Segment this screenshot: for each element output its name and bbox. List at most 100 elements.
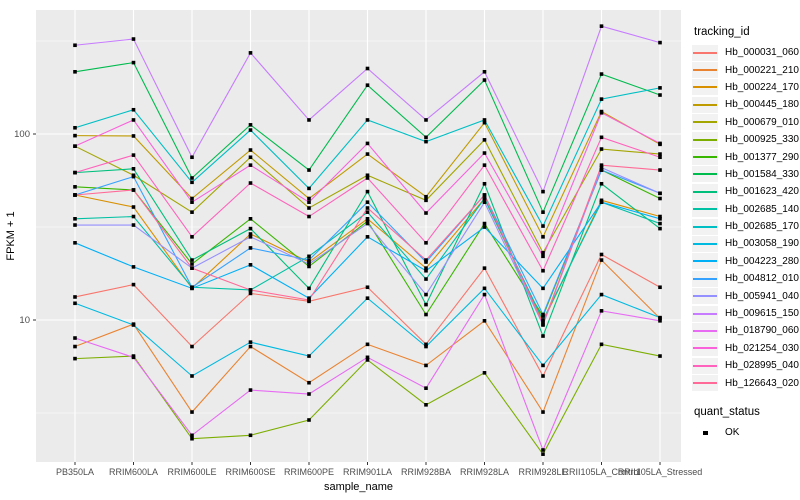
legend-line-swatch xyxy=(692,62,718,79)
data-point xyxy=(424,302,428,307)
data-point xyxy=(190,180,194,185)
data-point xyxy=(599,198,604,203)
data-point xyxy=(599,97,604,101)
data-point xyxy=(131,37,136,41)
data-point xyxy=(73,43,77,48)
data-point xyxy=(599,147,604,151)
data-point xyxy=(248,246,253,250)
data-point xyxy=(365,173,370,178)
data-point xyxy=(599,309,604,313)
data-point xyxy=(482,181,487,186)
legend-label: Hb_000224_170 xyxy=(725,81,799,93)
data-point xyxy=(73,344,77,349)
x-tick-label: RRII105LA_Control xyxy=(562,467,640,477)
data-point xyxy=(541,286,545,291)
data-point xyxy=(131,355,136,360)
data-point xyxy=(307,200,311,204)
legend-line-swatch xyxy=(692,166,718,183)
data-point xyxy=(599,292,604,297)
data-point xyxy=(131,323,136,327)
x-tick-label: RRIM600PE xyxy=(284,467,334,477)
legend-label: Hb_002685_170 xyxy=(725,221,799,233)
data-point xyxy=(307,286,311,291)
data-point xyxy=(307,254,311,259)
legend-item-Hb_005941_040: Hb_005941_040 xyxy=(692,287,800,305)
legend-item-Hb_000925_330: Hb_000925_330 xyxy=(692,131,800,148)
data-point xyxy=(599,252,604,257)
data-point xyxy=(541,318,545,322)
data-point xyxy=(658,93,662,97)
data-point xyxy=(190,235,194,239)
y-axis-title: FPKM + 1 xyxy=(5,211,17,260)
data-point xyxy=(365,342,370,347)
data-point xyxy=(482,286,487,291)
legend-line-swatch xyxy=(692,235,718,252)
data-point xyxy=(365,118,370,122)
data-point xyxy=(131,174,136,179)
data-point xyxy=(190,258,194,262)
data-point xyxy=(424,258,428,262)
data-point xyxy=(307,260,311,264)
data-point xyxy=(248,226,253,231)
data-point xyxy=(424,266,428,270)
data-point xyxy=(190,262,194,266)
data-point xyxy=(424,241,428,245)
data-point xyxy=(248,235,253,239)
data-point xyxy=(658,86,662,90)
data-point xyxy=(541,312,545,317)
legend-label: Hb_005941_040 xyxy=(725,290,799,302)
legend-item-Hb_003058_190: Hb_003058_190 xyxy=(692,235,800,252)
data-point xyxy=(482,163,487,167)
data-point xyxy=(424,277,428,281)
legend-item-Hb_001623_420: Hb_001623_420 xyxy=(692,183,800,200)
data-point xyxy=(131,223,136,227)
data-point xyxy=(482,371,487,375)
data-point xyxy=(482,69,487,74)
data-point xyxy=(658,319,662,323)
data-point xyxy=(482,196,487,201)
data-point xyxy=(365,176,370,180)
data-point xyxy=(248,433,253,438)
data-point xyxy=(365,152,370,156)
data-point xyxy=(248,344,253,349)
data-point xyxy=(599,165,604,170)
x-tick-label: RRIM600LE xyxy=(167,467,216,477)
legend-label: Hb_001623_420 xyxy=(725,186,799,198)
legend-label: Hb_000031_060 xyxy=(725,47,799,59)
x-tick-label: RRIM901LA xyxy=(343,467,392,477)
data-point xyxy=(131,205,136,209)
data-point xyxy=(73,133,77,138)
data-point xyxy=(73,223,77,227)
legend-item-Hb_000031_060: Hb_000031_060 xyxy=(692,44,800,61)
data-point xyxy=(365,141,370,146)
x-tick-label: RRIM600SE xyxy=(225,467,275,477)
data-point xyxy=(482,266,487,270)
data-point xyxy=(599,200,604,204)
data-point xyxy=(190,155,194,160)
data-point xyxy=(424,194,428,199)
data-point xyxy=(541,452,545,456)
data-point xyxy=(541,254,545,259)
legend-label: Hb_000925_330 xyxy=(725,134,799,146)
data-point xyxy=(658,40,662,45)
x-tick-label: RRII105LA_Stressed xyxy=(618,467,703,477)
data-point xyxy=(190,344,194,349)
data-point xyxy=(131,134,136,138)
legend-line-swatch xyxy=(692,149,718,166)
data-point xyxy=(599,258,604,262)
data-point xyxy=(541,322,545,326)
data-point xyxy=(599,135,604,140)
data-point xyxy=(307,392,311,396)
data-point xyxy=(248,232,253,236)
data-point xyxy=(365,296,370,300)
legend-item-Hb_000679_010: Hb_000679_010 xyxy=(692,114,800,131)
data-point xyxy=(424,260,428,264)
data-point xyxy=(482,118,487,122)
legend-label: Hb_009615_150 xyxy=(725,308,799,320)
legend-item-Hb_004223_280: Hb_004223_280 xyxy=(692,253,800,270)
data-point xyxy=(248,263,253,267)
data-point xyxy=(599,168,604,172)
data-point xyxy=(365,66,370,71)
data-point xyxy=(541,250,545,255)
data-point xyxy=(307,380,311,385)
